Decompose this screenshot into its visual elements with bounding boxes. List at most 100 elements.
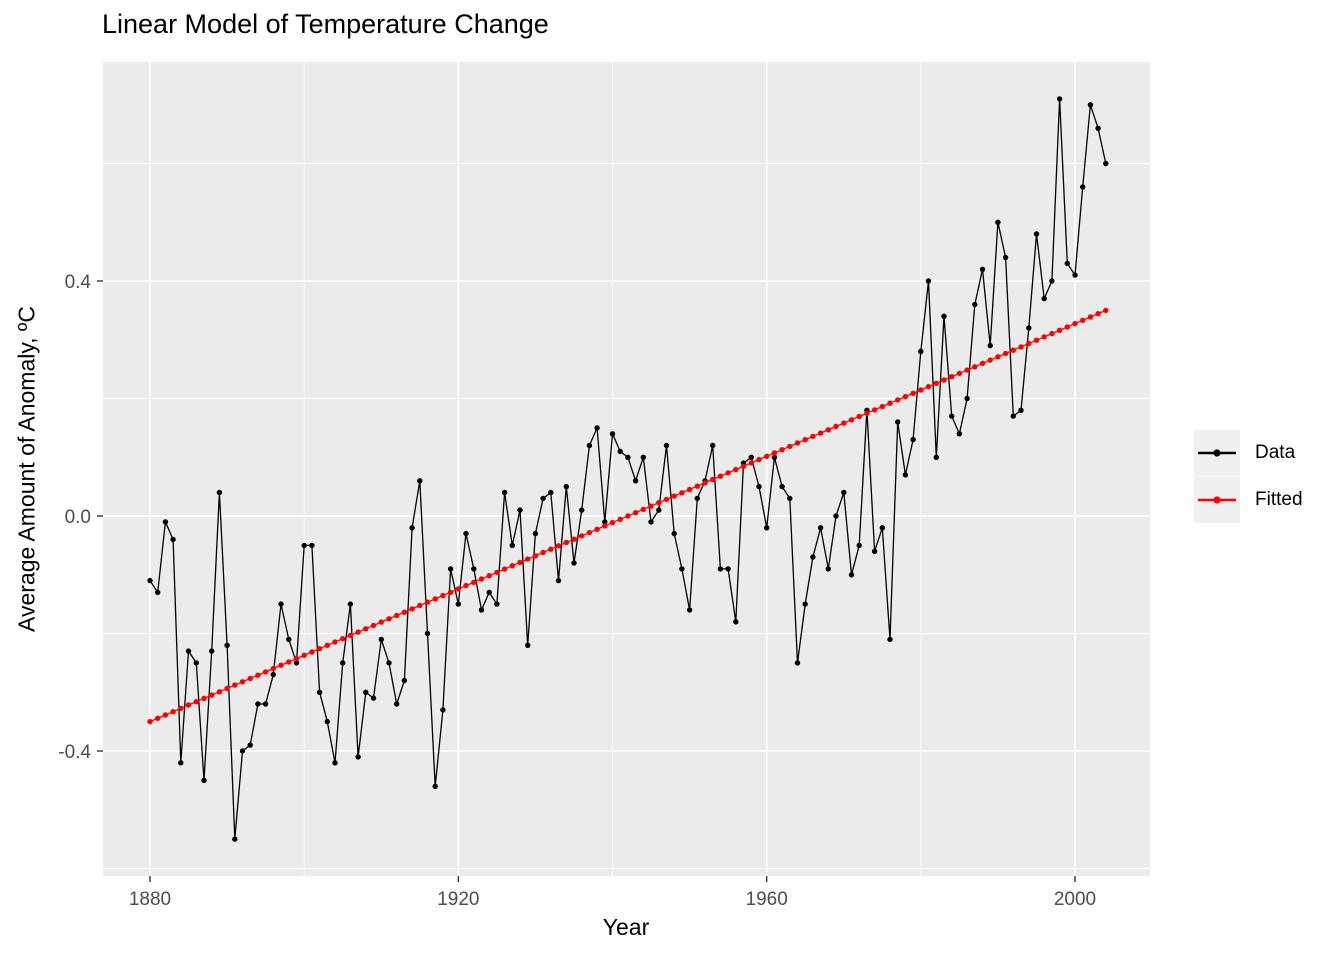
fitted-series-point bbox=[864, 410, 870, 416]
fitted-series-point bbox=[833, 423, 839, 430]
data-series-point bbox=[463, 530, 469, 537]
data-series-point bbox=[455, 601, 461, 607]
fitted-series-point bbox=[201, 695, 207, 702]
fitted-series-point bbox=[1072, 320, 1078, 327]
data-series-point bbox=[1041, 295, 1047, 302]
fitted-series-point bbox=[255, 672, 261, 678]
fitted-series-point bbox=[324, 642, 330, 648]
y-axis-tick-label: -0.4 bbox=[58, 742, 91, 763]
fitted-series-point bbox=[756, 456, 762, 463]
fitted-series-point bbox=[548, 546, 554, 552]
data-series-point bbox=[486, 589, 492, 596]
fitted-series-point bbox=[1056, 327, 1063, 333]
panel-background bbox=[103, 62, 1150, 876]
fitted-series-point bbox=[447, 589, 454, 595]
data-series-point bbox=[270, 671, 276, 678]
data-series-point bbox=[363, 689, 369, 695]
y-axis-tick-label: 0.0 bbox=[65, 507, 91, 528]
data-series-point bbox=[347, 601, 354, 607]
fitted-series-point bbox=[193, 699, 199, 705]
fitted-series-point bbox=[232, 682, 238, 688]
fitted-series-point bbox=[794, 440, 801, 446]
data-series-point bbox=[340, 660, 346, 666]
x-axis-tick-label: 1880 bbox=[129, 889, 171, 910]
fitted-series-point bbox=[517, 559, 523, 566]
data-series-point bbox=[964, 395, 970, 402]
data-series-point bbox=[817, 525, 824, 531]
data-series-point bbox=[802, 601, 808, 607]
fitted-series-point bbox=[162, 712, 169, 718]
fitted-series-point bbox=[648, 503, 654, 509]
data-series-point bbox=[247, 742, 253, 748]
data-series-point bbox=[794, 660, 801, 666]
data-series-point bbox=[1064, 260, 1071, 267]
data-series-point bbox=[440, 707, 446, 713]
fitted-series-point bbox=[817, 430, 824, 436]
fitted-series-point bbox=[409, 606, 415, 612]
data-series-point bbox=[1056, 96, 1063, 102]
fitted-series-point bbox=[463, 582, 469, 589]
fitted-series-point bbox=[810, 433, 816, 440]
fitted-series-point bbox=[625, 513, 631, 519]
x-axis-tick-label: 1960 bbox=[746, 889, 788, 910]
legend-item-fitted: Fitted bbox=[1194, 477, 1303, 523]
fitted-series-point bbox=[247, 675, 253, 682]
x-axis-tick-label: 1920 bbox=[437, 889, 479, 910]
fitted-series-point bbox=[586, 529, 593, 536]
fitted-series-point bbox=[494, 569, 500, 576]
data-series-point bbox=[810, 554, 816, 560]
fitted-series-point bbox=[355, 629, 361, 635]
data-series-point bbox=[1002, 254, 1009, 261]
fitted-series-point bbox=[1064, 324, 1071, 330]
data-series-point bbox=[656, 507, 662, 513]
data-series-point bbox=[841, 489, 847, 496]
x-axis-tick-label: 2000 bbox=[1054, 889, 1096, 910]
data-series-point bbox=[632, 478, 639, 484]
fitted-series-point bbox=[478, 576, 485, 582]
legend-item-data: Data bbox=[1194, 430, 1303, 476]
fitted-series-point bbox=[710, 476, 716, 483]
legend-key-fitted-icon bbox=[1194, 477, 1240, 523]
data-series-point bbox=[686, 607, 693, 613]
data-series-point bbox=[170, 536, 176, 543]
data-series-point bbox=[602, 519, 608, 525]
fitted-series-point bbox=[486, 573, 492, 579]
fitted-series-point bbox=[902, 393, 909, 400]
fitted-series-point bbox=[293, 655, 300, 662]
fitted-series-point bbox=[432, 596, 438, 602]
data-series-point bbox=[1080, 184, 1086, 190]
data-series-point bbox=[525, 642, 531, 648]
fitted-series-point bbox=[1041, 334, 1047, 340]
data-series-point bbox=[201, 777, 207, 784]
fitted-series-point bbox=[579, 533, 585, 539]
data-series-point bbox=[147, 577, 153, 584]
fitted-series-point bbox=[555, 543, 562, 549]
data-series-point bbox=[748, 454, 754, 460]
data-series-point bbox=[941, 313, 947, 319]
data-series-point bbox=[625, 454, 631, 460]
fitted-series-point bbox=[941, 377, 947, 383]
fitted-series-point bbox=[979, 360, 986, 367]
fitted-series-point bbox=[386, 616, 392, 622]
data-series-point bbox=[579, 507, 585, 513]
legend-key-data-icon bbox=[1194, 430, 1240, 476]
fitted-series-point bbox=[702, 480, 708, 486]
fitted-series-point bbox=[725, 470, 731, 476]
fitted-series-point bbox=[602, 523, 608, 529]
data-series-point bbox=[979, 266, 986, 272]
fitted-series-point bbox=[679, 490, 685, 496]
data-series-point bbox=[378, 636, 384, 643]
data-series-point bbox=[255, 701, 261, 707]
fitted-series-point bbox=[571, 536, 577, 542]
fitted-series-point bbox=[1080, 317, 1086, 323]
data-series-point bbox=[509, 542, 515, 549]
fitted-series-point bbox=[779, 447, 785, 453]
legend-key-point bbox=[1213, 496, 1221, 504]
data-series-point bbox=[301, 542, 307, 549]
fitted-series-point bbox=[1010, 347, 1016, 353]
data-series-point bbox=[679, 566, 685, 572]
data-series-point bbox=[494, 601, 500, 607]
data-series-point bbox=[956, 431, 963, 437]
plot-title: Linear Model of Temperature Change bbox=[102, 9, 549, 39]
